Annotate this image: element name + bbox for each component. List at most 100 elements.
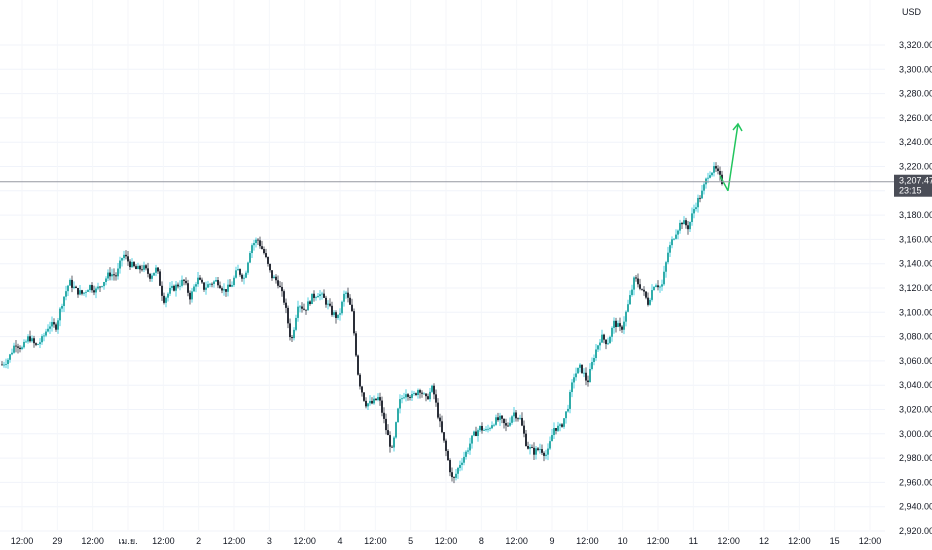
candle-body <box>401 398 403 400</box>
candle-body <box>119 260 121 269</box>
candle-body <box>157 267 159 272</box>
candle-body <box>75 286 77 288</box>
y-tick-label: 3,160.000 <box>899 234 932 244</box>
candle-body <box>273 276 275 279</box>
candle-body <box>647 297 649 305</box>
candle-body <box>675 234 677 239</box>
candle-body <box>471 435 473 444</box>
time-axis[interactable]: 12:00 29 12:00 เม.ย. 12:00 2 12:00 3 12:00 4 12:00… <box>11 536 882 546</box>
candle-body <box>203 282 205 290</box>
candle-body <box>99 286 101 288</box>
candle-body <box>699 197 701 199</box>
candle-body <box>489 428 491 430</box>
y-tick-label: 2,960.000 <box>899 477 932 487</box>
candle-body <box>429 391 431 400</box>
candle-body <box>529 447 531 449</box>
candle-body <box>591 361 593 369</box>
candle-body <box>283 291 285 303</box>
candle-body <box>333 312 335 315</box>
candle-body <box>717 168 719 172</box>
candle-body <box>693 209 695 214</box>
candle-body <box>447 450 449 461</box>
candle-body <box>155 267 157 273</box>
x-tick-label: 12:00 <box>717 536 740 546</box>
candle-body <box>233 277 235 286</box>
candle-body <box>621 326 623 330</box>
candle-body <box>285 302 287 308</box>
candle-body <box>479 425 481 431</box>
candle-body <box>59 308 61 321</box>
candle-body <box>543 452 545 456</box>
candle-body <box>139 265 141 270</box>
candle-body <box>613 320 615 328</box>
candle-body <box>199 277 201 280</box>
candle-body <box>653 286 655 291</box>
candle-body <box>115 275 117 277</box>
candle-body <box>167 293 169 298</box>
candle-body <box>371 400 373 404</box>
candle-body <box>85 291 87 293</box>
candle-body <box>555 428 557 431</box>
candle-body <box>293 329 295 339</box>
candle-body <box>161 285 163 296</box>
candle-body <box>437 402 439 418</box>
x-tick-label: 12:00 <box>576 536 599 546</box>
candle-body <box>495 417 497 425</box>
y-tick-label: 3,020.000 <box>899 405 932 415</box>
candle-body <box>573 377 575 383</box>
candle-body <box>13 345 15 353</box>
candle-body <box>299 306 301 308</box>
candle-body <box>365 400 367 407</box>
candle-body <box>367 403 369 407</box>
candle-body <box>643 289 645 292</box>
candle-body <box>191 291 193 300</box>
candle-body <box>607 343 609 345</box>
price-axis[interactable]: 2,920.000 2,940.000 2,960.000 2,980.000 3,00… <box>899 40 932 536</box>
projection-arrowhead <box>732 122 743 132</box>
candle-body <box>537 448 539 450</box>
candle-body <box>1 364 3 366</box>
candle-body <box>403 397 405 399</box>
candle-body <box>131 262 133 268</box>
candle-body <box>105 278 107 283</box>
candle-body <box>243 277 245 279</box>
candle-body <box>671 239 673 246</box>
candle-body <box>691 213 693 223</box>
candle-body <box>111 274 113 277</box>
candle-body <box>219 285 221 289</box>
candle-body <box>113 274 115 276</box>
y-tick-label: 2,940.000 <box>899 502 932 512</box>
candle-body <box>615 320 617 328</box>
candle-body <box>419 390 421 393</box>
candle-body <box>387 430 389 436</box>
candle-body <box>415 393 417 395</box>
candle-body <box>227 284 229 292</box>
candle-body <box>185 280 187 284</box>
candle-body <box>687 225 689 230</box>
candle-body <box>17 346 19 348</box>
candle-body <box>659 286 661 288</box>
candle-body <box>223 289 225 291</box>
candle-body <box>107 272 109 279</box>
candle-body <box>679 222 681 231</box>
candle-body <box>441 421 443 433</box>
x-tick-label: 2 <box>196 536 201 546</box>
x-tick-label: 10 <box>618 536 628 546</box>
candle-body <box>335 312 337 318</box>
candle-body <box>703 184 705 191</box>
candle-body <box>133 262 135 267</box>
candle-body <box>257 239 259 241</box>
candle-body <box>291 337 293 339</box>
candle-body <box>87 290 89 292</box>
candle-body <box>411 394 413 398</box>
candle-body <box>287 307 289 324</box>
candle-body <box>485 429 487 431</box>
candle-body <box>301 306 303 309</box>
candle-body <box>79 290 81 295</box>
candle-body <box>355 333 357 356</box>
x-tick-label: 3 <box>267 536 272 546</box>
candle-body <box>173 285 175 291</box>
candle-body <box>325 297 327 305</box>
candle-body <box>177 284 179 287</box>
